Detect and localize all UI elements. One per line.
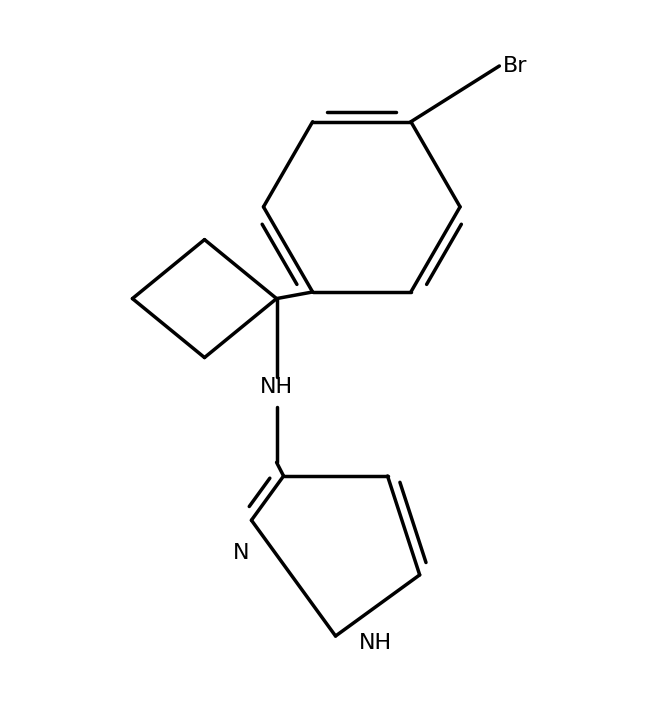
Text: Br: Br: [503, 56, 527, 76]
Text: N: N: [234, 543, 250, 563]
Text: NH: NH: [260, 377, 293, 397]
Text: NH: NH: [359, 633, 392, 653]
